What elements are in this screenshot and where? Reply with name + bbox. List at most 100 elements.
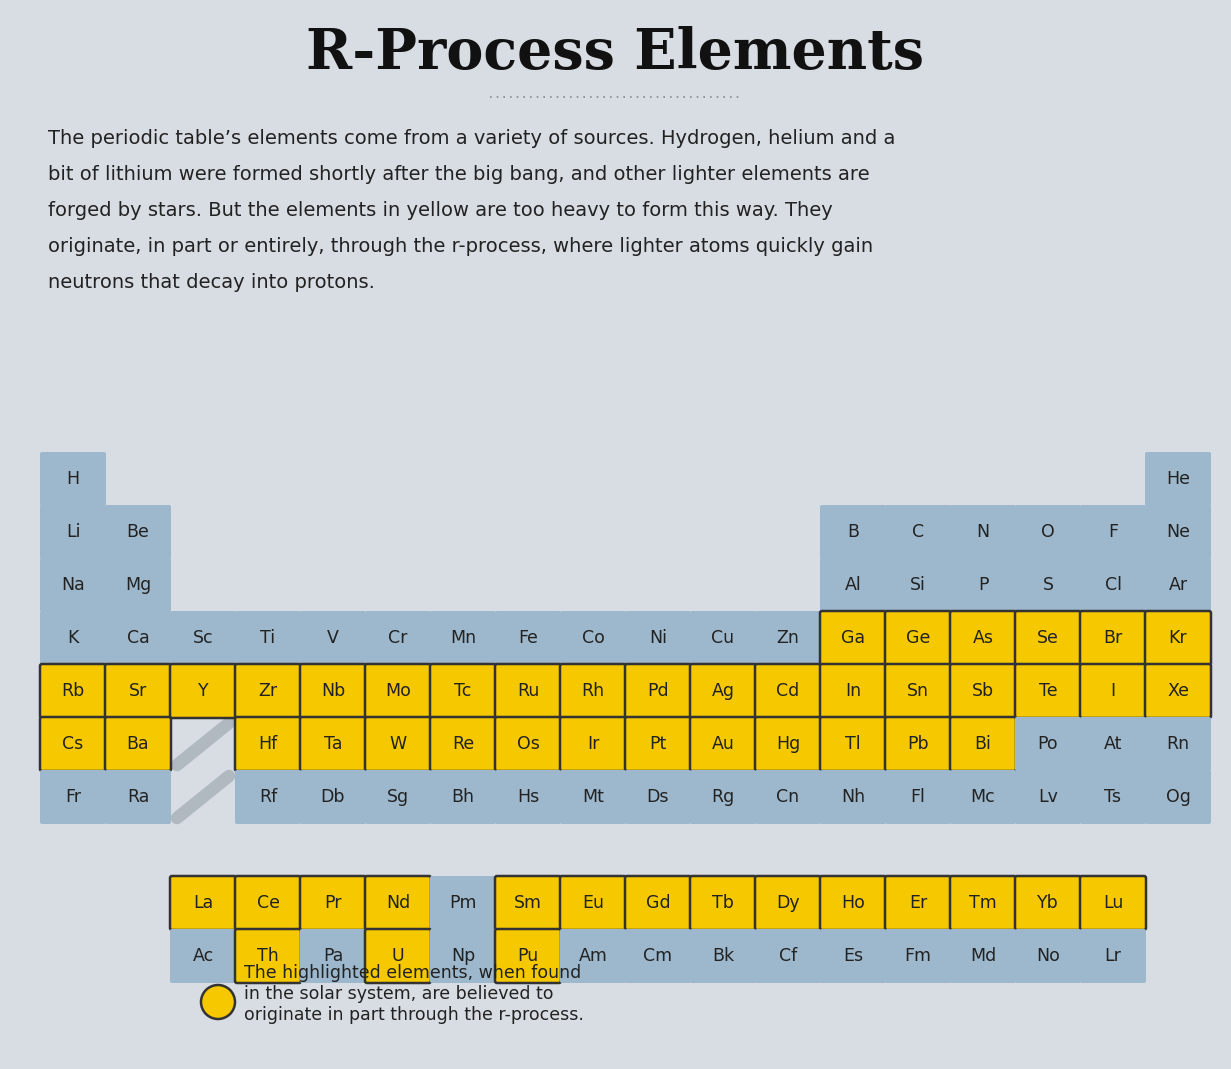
Text: Mg: Mg <box>124 576 151 594</box>
Text: Fm: Fm <box>905 947 932 965</box>
Text: Hg: Hg <box>776 735 800 753</box>
Text: Li: Li <box>65 523 80 541</box>
Text: Dy: Dy <box>777 894 800 912</box>
FancyBboxPatch shape <box>691 770 756 824</box>
Text: Lu: Lu <box>1103 894 1123 912</box>
FancyBboxPatch shape <box>1145 770 1211 824</box>
FancyBboxPatch shape <box>691 929 756 983</box>
Text: Be: Be <box>127 523 149 541</box>
Text: The periodic table’s elements come from a variety of sources. Hydrogen, helium a: The periodic table’s elements come from … <box>48 129 895 148</box>
FancyBboxPatch shape <box>105 664 171 718</box>
Text: Se: Se <box>1037 629 1059 647</box>
FancyBboxPatch shape <box>691 717 756 771</box>
Text: W: W <box>389 735 406 753</box>
FancyBboxPatch shape <box>755 611 821 665</box>
Text: As: As <box>972 629 993 647</box>
FancyBboxPatch shape <box>1016 558 1081 611</box>
FancyBboxPatch shape <box>39 452 106 506</box>
FancyBboxPatch shape <box>105 717 171 771</box>
FancyBboxPatch shape <box>430 770 496 824</box>
FancyBboxPatch shape <box>1080 558 1146 611</box>
FancyBboxPatch shape <box>755 664 821 718</box>
FancyBboxPatch shape <box>170 664 236 718</box>
FancyBboxPatch shape <box>366 929 431 983</box>
Text: No: No <box>1037 947 1060 965</box>
FancyBboxPatch shape <box>366 770 431 824</box>
Text: Tm: Tm <box>969 894 997 912</box>
Text: Zr: Zr <box>259 682 277 700</box>
Text: Tl: Tl <box>846 735 860 753</box>
Text: Ts: Ts <box>1104 788 1121 806</box>
FancyBboxPatch shape <box>885 770 952 824</box>
FancyBboxPatch shape <box>625 611 691 665</box>
Text: Sg: Sg <box>387 788 409 806</box>
Text: Cl: Cl <box>1104 576 1121 594</box>
FancyBboxPatch shape <box>300 717 366 771</box>
Text: Os: Os <box>517 735 539 753</box>
Text: Np: Np <box>451 947 475 965</box>
Text: Rh: Rh <box>581 682 604 700</box>
Text: bit of lithium were formed shortly after the big bang, and other lighter element: bit of lithium were formed shortly after… <box>48 165 869 184</box>
FancyBboxPatch shape <box>235 876 302 930</box>
FancyBboxPatch shape <box>755 717 821 771</box>
Text: V: V <box>327 629 339 647</box>
Text: Ba: Ba <box>127 735 149 753</box>
FancyBboxPatch shape <box>950 770 1016 824</box>
Text: S: S <box>1043 576 1054 594</box>
Text: Lr: Lr <box>1104 947 1121 965</box>
FancyBboxPatch shape <box>1016 770 1081 824</box>
Text: Zn: Zn <box>777 629 799 647</box>
Text: K: K <box>68 629 79 647</box>
FancyBboxPatch shape <box>495 717 561 771</box>
FancyBboxPatch shape <box>1080 611 1146 665</box>
FancyBboxPatch shape <box>755 929 821 983</box>
Text: Md: Md <box>970 947 996 965</box>
FancyBboxPatch shape <box>691 876 756 930</box>
FancyBboxPatch shape <box>560 876 627 930</box>
FancyBboxPatch shape <box>1080 664 1146 718</box>
FancyBboxPatch shape <box>1080 505 1146 559</box>
Text: Ds: Ds <box>646 788 670 806</box>
FancyBboxPatch shape <box>1080 929 1146 983</box>
Text: Hs: Hs <box>517 788 539 806</box>
FancyBboxPatch shape <box>885 929 952 983</box>
FancyBboxPatch shape <box>366 717 431 771</box>
Text: Y: Y <box>198 682 208 700</box>
FancyBboxPatch shape <box>950 717 1016 771</box>
Text: Ac: Ac <box>192 947 214 965</box>
Text: O: O <box>1041 523 1055 541</box>
Text: neutrons that decay into protons.: neutrons that decay into protons. <box>48 273 375 292</box>
Text: Sn: Sn <box>907 682 929 700</box>
FancyBboxPatch shape <box>560 664 627 718</box>
FancyBboxPatch shape <box>1080 876 1146 930</box>
FancyBboxPatch shape <box>235 611 302 665</box>
Text: Ar: Ar <box>1168 576 1188 594</box>
Text: Ti: Ti <box>261 629 276 647</box>
Text: Mc: Mc <box>970 788 996 806</box>
FancyBboxPatch shape <box>755 770 821 824</box>
Text: Mn: Mn <box>451 629 476 647</box>
FancyBboxPatch shape <box>300 876 366 930</box>
Text: Nd: Nd <box>385 894 410 912</box>
Text: Sc: Sc <box>193 629 213 647</box>
Text: Th: Th <box>257 947 279 965</box>
FancyBboxPatch shape <box>1016 876 1081 930</box>
Text: U: U <box>391 947 404 965</box>
Text: Au: Au <box>712 735 735 753</box>
FancyBboxPatch shape <box>560 611 627 665</box>
FancyBboxPatch shape <box>1080 770 1146 824</box>
FancyBboxPatch shape <box>885 558 952 611</box>
Text: F: F <box>1108 523 1118 541</box>
FancyBboxPatch shape <box>105 770 171 824</box>
FancyBboxPatch shape <box>560 717 627 771</box>
FancyBboxPatch shape <box>105 558 171 611</box>
Text: Pu: Pu <box>517 947 539 965</box>
Text: Po: Po <box>1038 735 1059 753</box>
Text: Sb: Sb <box>972 682 995 700</box>
FancyBboxPatch shape <box>950 505 1016 559</box>
Text: Es: Es <box>843 947 863 965</box>
Text: Pd: Pd <box>648 682 668 700</box>
Text: Ra: Ra <box>127 788 149 806</box>
Text: Fe: Fe <box>518 629 538 647</box>
FancyBboxPatch shape <box>235 717 302 771</box>
